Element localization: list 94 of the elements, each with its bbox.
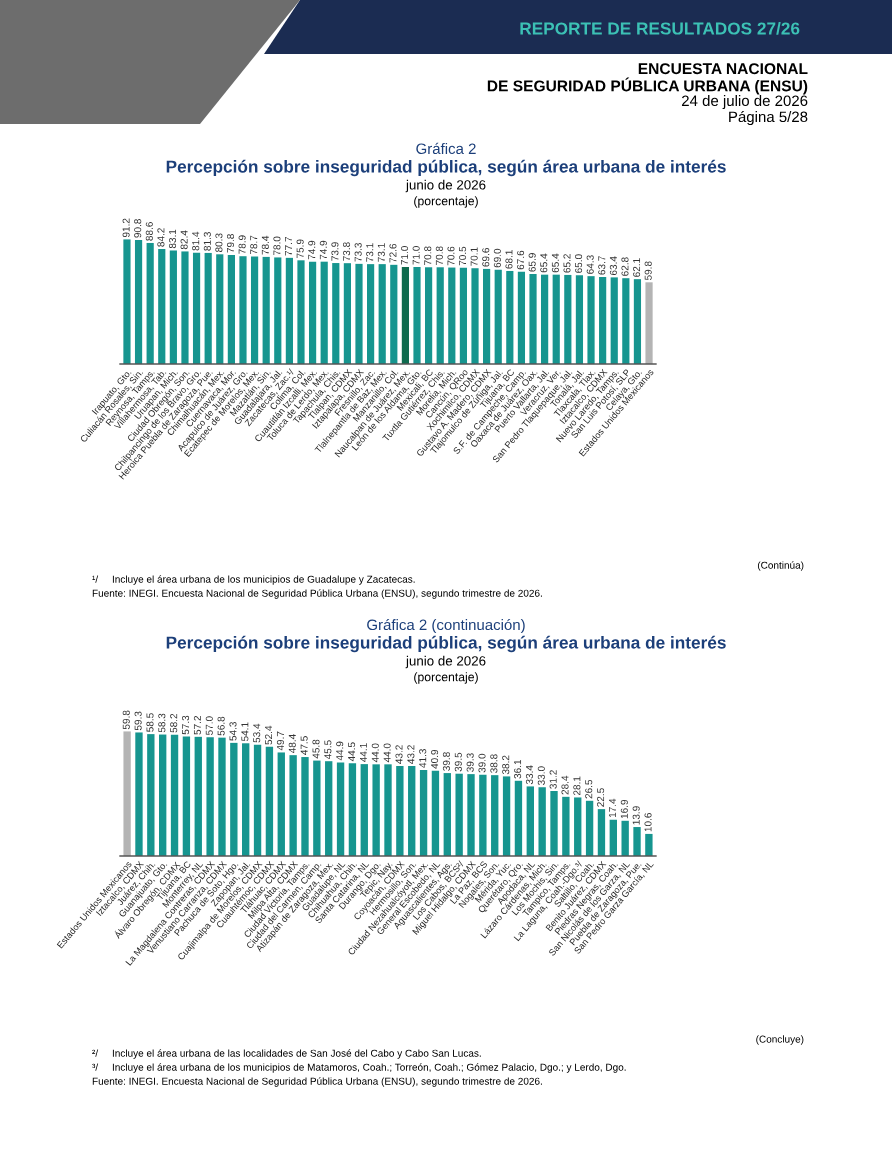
bar [483,268,491,364]
bar [332,263,340,364]
bar [448,267,456,364]
bar [204,252,212,364]
bar [274,257,282,364]
bar [218,737,226,856]
bar [170,734,179,856]
bar [242,743,250,856]
bar [419,769,428,856]
bar [587,276,595,364]
bar [609,819,617,856]
bar [467,774,475,856]
bar [194,736,202,856]
bar [633,279,642,364]
bar [455,773,463,856]
bar [147,734,155,856]
bar [562,796,570,856]
bar [431,770,440,856]
bar [502,776,511,856]
bar [436,267,444,364]
bar [390,264,398,364]
bar [633,827,641,856]
bar [169,250,177,364]
bar [372,764,380,856]
bar [396,766,404,856]
bar [313,760,321,856]
bar [297,260,305,364]
bar [529,273,537,364]
chart-title: Percepción sobre inseguridad pública, según área urbana de interés [166,635,726,653]
bar [479,774,487,856]
bar [599,276,607,364]
bar [123,731,131,856]
bar [622,278,630,364]
bar [277,752,285,856]
bar [564,274,572,364]
bar [378,264,386,364]
bar [192,252,201,364]
bar [360,764,368,856]
bar [343,263,351,364]
bar [325,761,333,856]
bar [227,254,235,364]
bar [285,257,293,364]
bar [181,251,189,364]
bar [413,267,421,364]
bar [526,786,534,856]
bar [158,248,166,364]
bar [610,277,618,364]
bar [585,800,594,856]
bar [367,264,375,364]
bar [384,764,392,856]
bar [182,736,191,856]
bar [336,762,345,856]
bar [253,744,262,856]
text: REPORTE DE RESULTADOS 27/26 [520,21,800,35]
bar [491,775,499,856]
bar [514,780,523,856]
bar [506,270,514,364]
bar [135,732,143,856]
bar [206,737,214,856]
bar [123,239,131,364]
bar [216,254,224,364]
bar [550,791,558,856]
bar [517,271,526,364]
bar [575,275,584,364]
bar [134,239,143,364]
bar [645,282,653,364]
bar [552,274,560,364]
bar [320,261,328,364]
bar [494,269,502,364]
bar [471,268,479,364]
bar [146,242,154,364]
bar [645,833,653,856]
bar [621,820,629,856]
bar [262,256,270,364]
bar [597,809,606,856]
bar [574,797,582,856]
bar [425,267,433,364]
bar [459,267,468,364]
bar [230,742,238,856]
chart-title: Percepción sobre inseguridad pública, según área urbana de interés [166,159,726,177]
bar [538,787,546,856]
bar [355,263,363,364]
bar [308,261,317,364]
bar [239,256,247,364]
bar [159,734,167,856]
bar [408,766,416,856]
bar [348,763,357,856]
bar [265,746,274,856]
bar [541,274,549,364]
bar [301,757,309,856]
bar [250,256,259,364]
bar [443,773,451,856]
bar [289,755,297,856]
bar [401,267,409,364]
